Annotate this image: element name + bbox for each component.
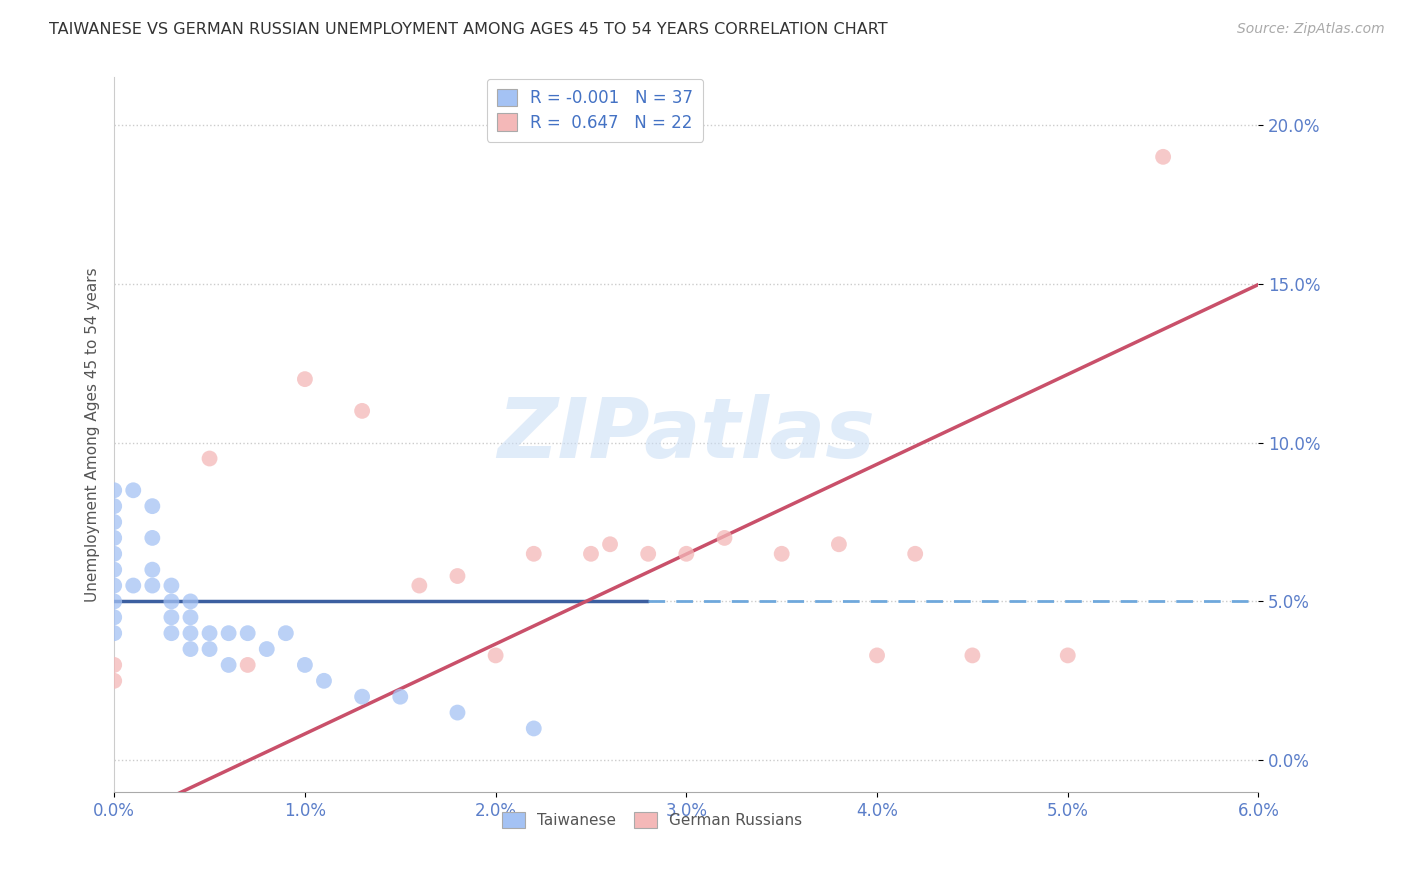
Point (141, 563, 163, 577)
Point (828, 537, 851, 551)
Point (179, 610, 201, 624)
Point (485, 648, 508, 663)
Point (103, 515, 125, 529)
Point (904, 547, 927, 561)
Point (294, 657, 316, 672)
Point (122, 578, 145, 592)
Point (256, 642, 278, 657)
Point (523, 547, 546, 561)
Point (312, 673, 335, 688)
Point (179, 642, 201, 657)
Point (103, 483, 125, 498)
Text: Source: ZipAtlas.com: Source: ZipAtlas.com (1237, 22, 1385, 37)
Point (198, 626, 221, 640)
Point (523, 722, 546, 736)
Point (103, 531, 125, 545)
Point (160, 594, 183, 608)
Point (675, 547, 697, 561)
Point (103, 563, 125, 577)
Point (103, 610, 125, 624)
Point (198, 642, 221, 657)
Text: ZIPatlas: ZIPatlas (498, 394, 876, 475)
Point (103, 499, 125, 513)
Point (103, 578, 125, 592)
Point (408, 578, 430, 592)
Point (179, 626, 201, 640)
Legend: Taiwanese, German Russians: Taiwanese, German Russians (495, 806, 808, 834)
Point (103, 673, 125, 688)
Point (218, 626, 240, 640)
Y-axis label: Unemployment Among Ages 45 to 54 years: Unemployment Among Ages 45 to 54 years (86, 268, 100, 602)
Point (160, 626, 183, 640)
Point (103, 657, 125, 672)
Point (352, 690, 374, 704)
Point (236, 657, 259, 672)
Point (1056, 648, 1078, 663)
Point (962, 648, 984, 663)
Point (179, 594, 201, 608)
Point (198, 451, 221, 466)
Point (770, 547, 793, 561)
Point (579, 547, 602, 561)
Point (274, 626, 297, 640)
Point (218, 657, 240, 672)
Point (294, 372, 316, 386)
Point (103, 594, 125, 608)
Point (713, 531, 735, 545)
Point (352, 404, 374, 418)
Point (446, 706, 468, 720)
Point (160, 578, 183, 592)
Point (141, 578, 163, 592)
Point (389, 690, 412, 704)
Text: TAIWANESE VS GERMAN RUSSIAN UNEMPLOYMENT AMONG AGES 45 TO 54 YEARS CORRELATION C: TAIWANESE VS GERMAN RUSSIAN UNEMPLOYMENT… (49, 22, 887, 37)
Point (599, 537, 621, 551)
Point (866, 648, 889, 663)
Point (1152, 150, 1174, 164)
Point (236, 626, 259, 640)
Point (122, 483, 145, 498)
Point (160, 610, 183, 624)
Point (141, 499, 163, 513)
Point (103, 547, 125, 561)
Point (446, 569, 468, 583)
Point (103, 626, 125, 640)
Point (637, 547, 659, 561)
Point (141, 531, 163, 545)
